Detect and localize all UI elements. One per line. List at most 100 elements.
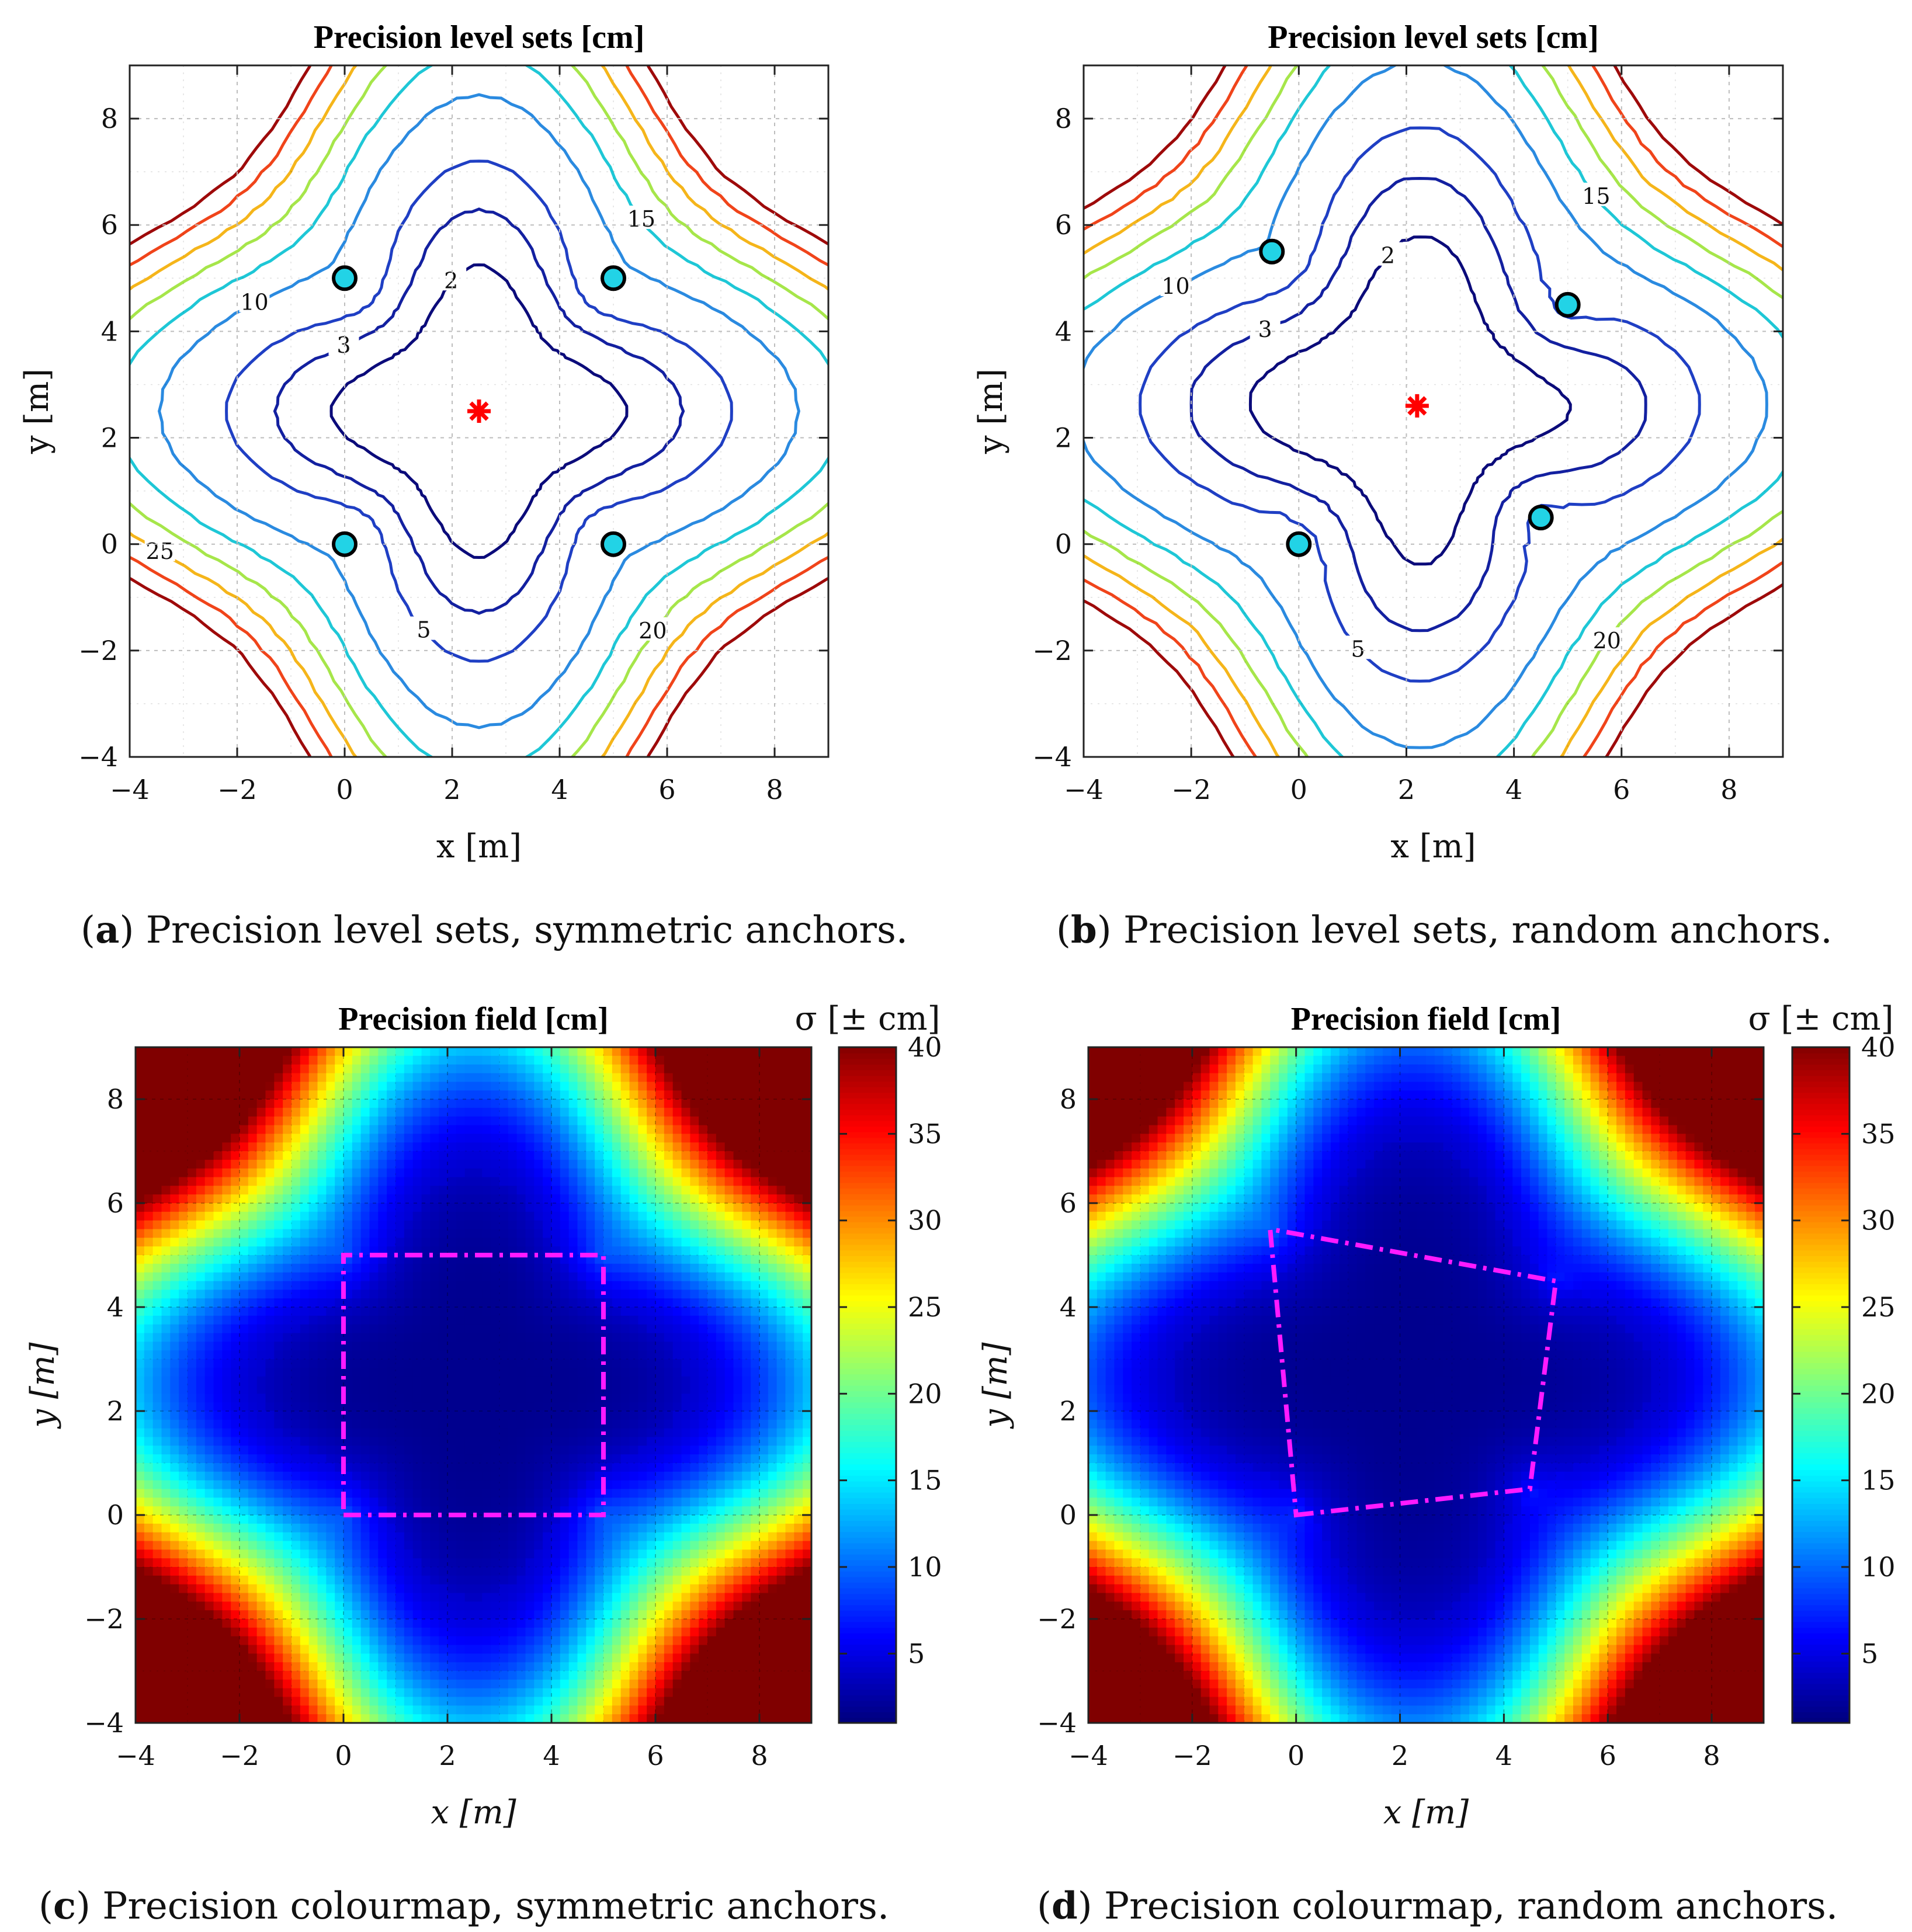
heatmap-cell bbox=[742, 1376, 751, 1386]
heatmap-cell bbox=[482, 1281, 491, 1291]
heatmap-cell bbox=[352, 1177, 362, 1187]
heatmap-cell bbox=[612, 1523, 622, 1533]
heatmap-cell bbox=[179, 1263, 188, 1273]
heatmap-cell bbox=[395, 1238, 405, 1247]
contour-label-10: 10 bbox=[1161, 273, 1189, 299]
heatmap-cell bbox=[733, 1134, 743, 1143]
heatmap-cell bbox=[256, 1159, 266, 1169]
y-tick-label: −2 bbox=[78, 635, 118, 666]
heatmap-cell bbox=[473, 1090, 483, 1100]
heatmap-cell bbox=[508, 1523, 518, 1533]
heatmap-cell bbox=[213, 1055, 223, 1065]
heatmap-cell bbox=[543, 1523, 552, 1533]
heatmap-cell bbox=[508, 1549, 518, 1559]
heatmap-cell bbox=[473, 1194, 483, 1204]
heatmap-cell bbox=[525, 1454, 535, 1464]
heatmap-cell bbox=[499, 1047, 509, 1057]
heatmap-cell bbox=[360, 1134, 370, 1143]
heatmap-cell bbox=[300, 1047, 310, 1057]
heatmap-cell bbox=[525, 1099, 535, 1109]
heatmap-cell bbox=[699, 1082, 708, 1091]
heatmap-cell bbox=[768, 1168, 778, 1178]
heatmap-cell bbox=[508, 1272, 518, 1282]
heatmap-cell bbox=[742, 1411, 751, 1420]
heatmap-cell bbox=[447, 1272, 457, 1282]
heatmap-cell bbox=[707, 1489, 717, 1499]
heatmap-cell bbox=[716, 1437, 726, 1447]
heatmap-cell bbox=[360, 1246, 370, 1256]
contour-label-5: 5 bbox=[1351, 636, 1365, 662]
heatmap-cell bbox=[759, 1238, 769, 1247]
heatmap-cell bbox=[491, 1324, 500, 1334]
heatmap-cell bbox=[681, 1263, 691, 1273]
heatmap-cell bbox=[256, 1055, 266, 1065]
heatmap-cell bbox=[482, 1394, 491, 1403]
heatmap-cell bbox=[352, 1567, 362, 1576]
heatmap-cell bbox=[759, 1471, 769, 1481]
heatmap-cell bbox=[733, 1281, 743, 1291]
heatmap-cell bbox=[794, 1558, 803, 1568]
heatmap-cell bbox=[404, 1090, 414, 1100]
heatmap-cell bbox=[620, 1315, 630, 1325]
heatmap-cell bbox=[300, 1255, 310, 1264]
heatmap-cell bbox=[213, 1480, 223, 1490]
heatmap-cell bbox=[222, 1238, 231, 1247]
heatmap-cell bbox=[179, 1480, 188, 1490]
heatmap-cell bbox=[136, 1290, 145, 1299]
heatmap-cell bbox=[378, 1125, 387, 1135]
heatmap-cell bbox=[179, 1159, 188, 1169]
heatmap-cell bbox=[326, 1419, 335, 1429]
heatmap-cell bbox=[707, 1367, 717, 1377]
heatmap-cell bbox=[629, 1523, 639, 1533]
heatmap-cell bbox=[724, 1177, 734, 1187]
heatmap-cell bbox=[439, 1411, 448, 1420]
heatmap-cell bbox=[664, 1151, 674, 1160]
heatmap-cell bbox=[751, 1168, 760, 1178]
heatmap-cell bbox=[724, 1549, 734, 1559]
heatmap-cell bbox=[724, 1082, 734, 1091]
heatmap-cell bbox=[620, 1333, 630, 1343]
heatmap-cell bbox=[751, 1445, 760, 1455]
heatmap-cell bbox=[292, 1211, 301, 1221]
heatmap-cell bbox=[595, 1567, 604, 1576]
heatmap-cell bbox=[655, 1142, 665, 1152]
heatmap-cell bbox=[655, 1107, 665, 1117]
contour-label-25: 25 bbox=[146, 538, 174, 564]
heatmap-cell bbox=[283, 1116, 292, 1126]
heatmap-cell bbox=[629, 1342, 639, 1351]
heatmap-cell bbox=[620, 1463, 630, 1472]
heatmap-cell bbox=[326, 1229, 335, 1239]
heatmap-cell bbox=[412, 1047, 422, 1057]
heatmap-cell bbox=[256, 1394, 266, 1403]
heatmap-cell bbox=[647, 1419, 656, 1429]
heatmap-cell bbox=[499, 1082, 509, 1091]
heatmap-cell bbox=[308, 1367, 318, 1377]
heatmap-cell bbox=[352, 1255, 362, 1264]
heatmap-cell bbox=[482, 1220, 491, 1230]
heatmap-cell bbox=[369, 1324, 379, 1334]
heatmap-cell bbox=[491, 1549, 500, 1559]
heatmap-cell bbox=[430, 1211, 439, 1221]
heatmap-cell bbox=[240, 1402, 249, 1412]
heatmap-cell bbox=[412, 1238, 422, 1247]
heatmap-cell bbox=[352, 1549, 362, 1559]
heatmap-cell bbox=[152, 1125, 162, 1135]
heatmap-cell bbox=[603, 1142, 613, 1152]
heatmap-cell bbox=[265, 1437, 275, 1447]
heatmap-cell bbox=[707, 1211, 717, 1221]
heatmap-cell bbox=[612, 1186, 622, 1195]
heatmap-cell bbox=[690, 1411, 699, 1420]
heatmap-cell bbox=[222, 1281, 231, 1291]
heatmap-cell bbox=[508, 1281, 518, 1291]
heatmap-cell bbox=[430, 1272, 439, 1282]
heatmap-cell bbox=[170, 1342, 179, 1351]
heatmap-cell bbox=[204, 1107, 214, 1117]
heatmap-cell bbox=[378, 1168, 387, 1178]
heatmap-cell bbox=[699, 1445, 708, 1455]
contour-line-15 bbox=[1084, 65, 1783, 757]
heatmap-cell bbox=[647, 1194, 656, 1204]
heatmap-cell bbox=[751, 1203, 760, 1212]
heatmap-cell bbox=[248, 1246, 258, 1256]
heatmap-cell bbox=[300, 1307, 310, 1316]
heatmap-cell bbox=[629, 1394, 639, 1403]
